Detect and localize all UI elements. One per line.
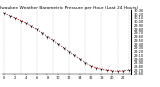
Title: Milwaukee Weather Barometric Pressure per Hour (Last 24 Hours): Milwaukee Weather Barometric Pressure pe… xyxy=(0,6,138,10)
